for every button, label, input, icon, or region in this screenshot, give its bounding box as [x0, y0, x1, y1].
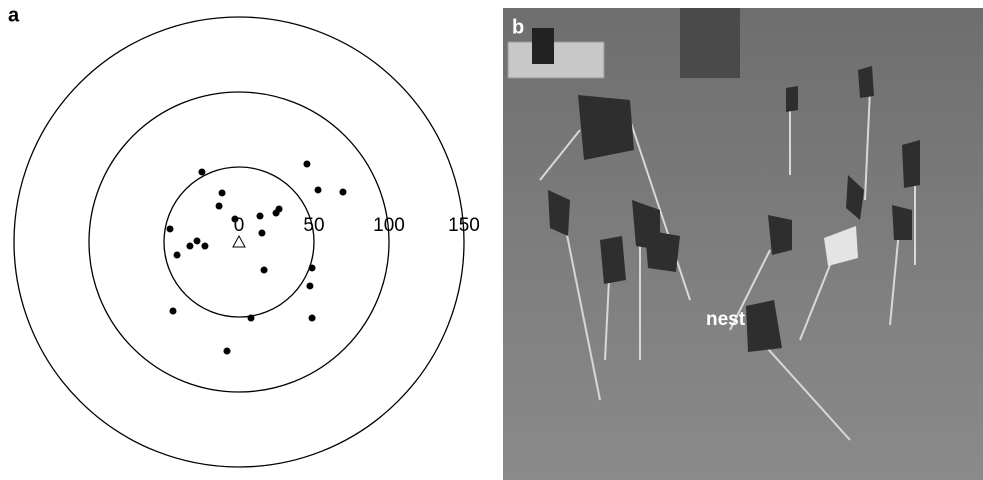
point: [231, 216, 238, 223]
container: [532, 28, 554, 64]
tray: [508, 42, 604, 78]
range-ring: [14, 17, 464, 467]
point: [198, 168, 205, 175]
origin-marker: [233, 236, 245, 247]
point: [186, 243, 193, 250]
point: [201, 243, 208, 250]
point: [258, 230, 265, 237]
figure: a 050100150 b nest: [0, 0, 983, 480]
point: [303, 161, 310, 168]
point: [273, 210, 280, 217]
annotation: nest: [706, 309, 746, 330]
point: [339, 189, 346, 196]
point: [257, 213, 264, 220]
point: [167, 225, 174, 232]
ring-label: 100: [373, 215, 405, 236]
ring-label: 50: [303, 215, 324, 236]
page: {"chart_data": {"type": "scatter", "pane…: [0, 0, 983, 480]
point: [315, 186, 322, 193]
range-ring: [164, 167, 314, 317]
point: [248, 315, 255, 322]
point: [261, 267, 268, 274]
ring-label: 150: [448, 215, 480, 236]
point: [219, 189, 226, 196]
photo-background: [503, 8, 983, 480]
range-ring: [89, 92, 389, 392]
point: [216, 203, 223, 210]
tree-trunk: [680, 8, 740, 78]
point: [224, 348, 231, 355]
point: [306, 282, 313, 289]
point: [170, 308, 177, 315]
panel-label: b: [512, 16, 524, 38]
point: [194, 237, 201, 244]
point: [309, 315, 316, 322]
point: [174, 252, 181, 259]
photo: b nest: [503, 8, 983, 480]
point: [309, 264, 316, 271]
panel-label: a: [8, 4, 20, 26]
